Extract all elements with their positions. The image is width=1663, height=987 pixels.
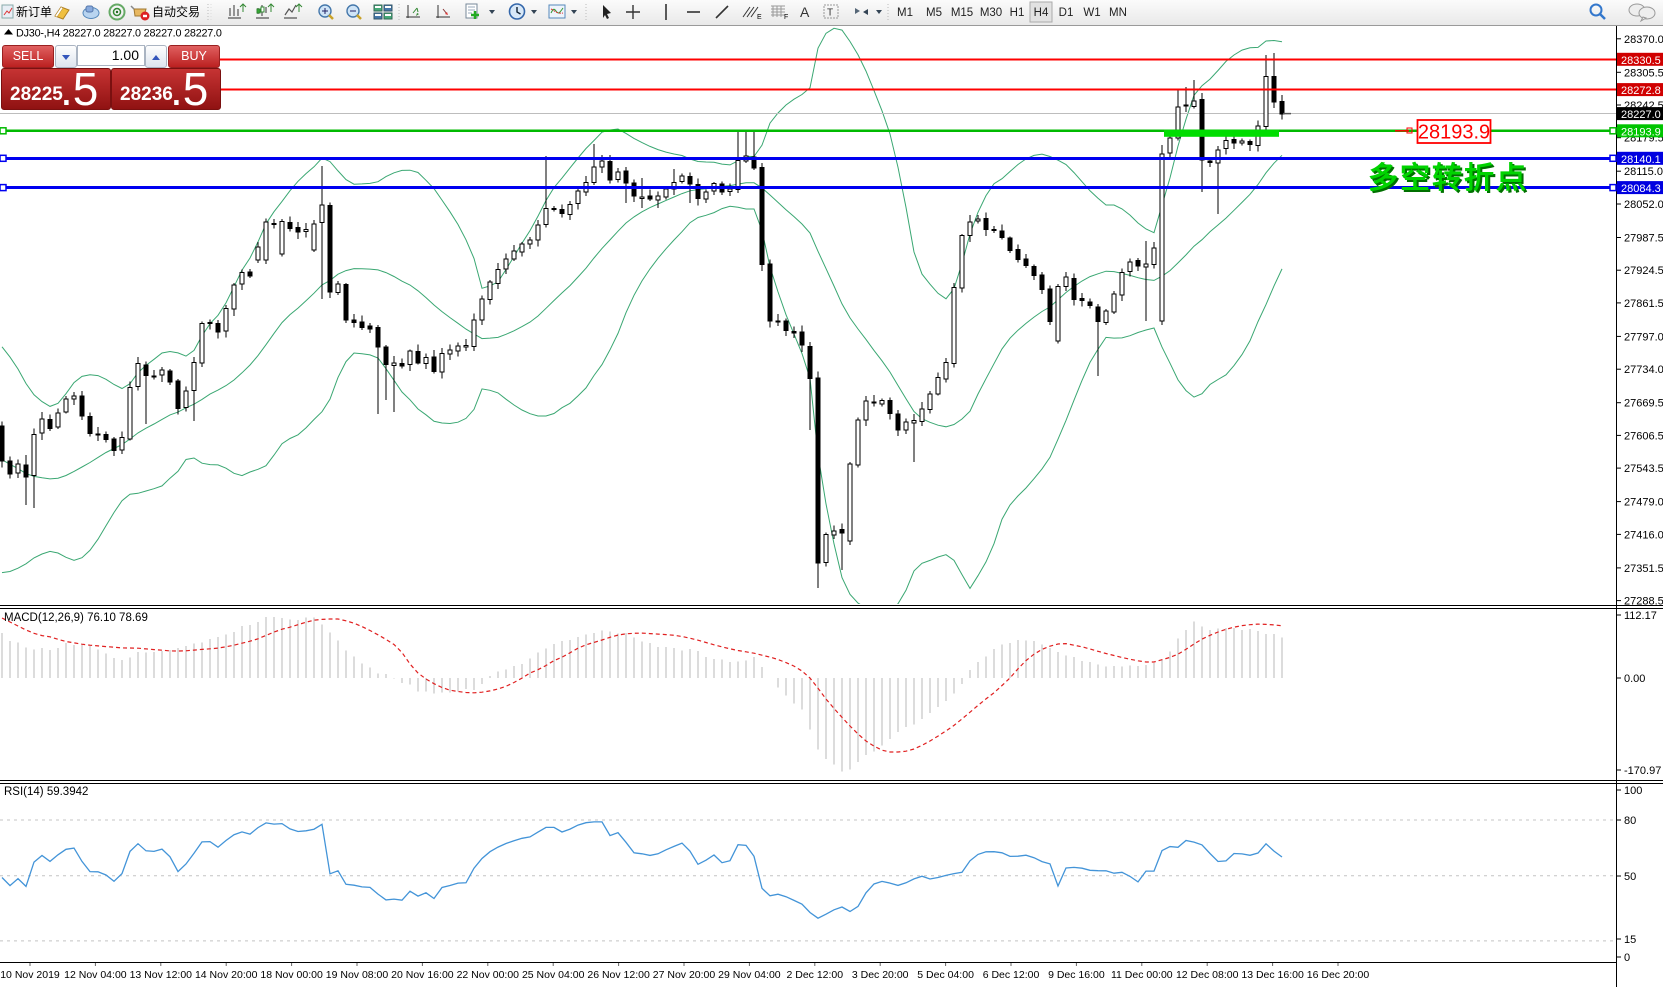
svg-text:RSI(14) 59.3942: RSI(14) 59.3942: [4, 786, 88, 798]
svg-text:2 Dec 12:00: 2 Dec 12:00: [786, 969, 843, 981]
svg-text:28115.0: 28115.0: [1624, 166, 1663, 178]
svg-text:112.17: 112.17: [1624, 610, 1657, 622]
svg-text:22 Nov 00:00: 22 Nov 00:00: [457, 969, 520, 981]
svg-text:11 Dec 00:00: 11 Dec 00:00: [1111, 969, 1173, 981]
svg-text:多空转折点: 多空转折点: [1368, 162, 1528, 195]
svg-text:27606.5: 27606.5: [1624, 430, 1663, 442]
svg-text:28305.5: 28305.5: [1624, 67, 1663, 79]
svg-text:M5: M5: [926, 7, 942, 19]
svg-text:15: 15: [1624, 934, 1636, 946]
svg-text:MACD(12,26,9) 76.10 78.69: MACD(12,26,9) 76.10 78.69: [4, 612, 148, 624]
svg-text:3 Dec 20:00: 3 Dec 20:00: [852, 969, 909, 981]
svg-text:12 Nov 04:00: 12 Nov 04:00: [64, 969, 127, 981]
svg-text:29 Nov 04:00: 29 Nov 04:00: [718, 969, 781, 981]
svg-text:28193.9: 28193.9: [1621, 126, 1661, 138]
svg-text:H1: H1: [1010, 7, 1025, 19]
svg-text:28052.0: 28052.0: [1624, 199, 1663, 211]
svg-text:28370.0: 28370.0: [1624, 34, 1663, 46]
svg-text:27543.5: 27543.5: [1624, 463, 1663, 475]
svg-text:28272.8: 28272.8: [1621, 85, 1661, 97]
svg-text:T: T: [827, 8, 833, 19]
svg-text:H4: H4: [1034, 7, 1049, 19]
svg-text:27797.0: 27797.0: [1624, 331, 1663, 343]
svg-text:A: A: [800, 4, 810, 20]
svg-text:27351.5: 27351.5: [1624, 563, 1663, 575]
svg-text:27987.5: 27987.5: [1624, 233, 1663, 245]
svg-text:新订单: 新订单: [16, 4, 52, 19]
svg-text:100: 100: [1624, 785, 1642, 797]
svg-text:M1: M1: [897, 7, 913, 19]
svg-text:D1: D1: [1059, 7, 1074, 19]
svg-text:19 Nov 08:00: 19 Nov 08:00: [326, 969, 389, 981]
svg-text:28227.0: 28227.0: [1621, 109, 1661, 121]
svg-text:10 Nov 2019: 10 Nov 2019: [0, 969, 60, 981]
svg-text:12 Dec 08:00: 12 Dec 08:00: [1176, 969, 1239, 981]
svg-text:14 Nov 20:00: 14 Nov 20:00: [195, 969, 258, 981]
svg-text:M15: M15: [951, 7, 973, 19]
svg-text:25 Nov 04:00: 25 Nov 04:00: [522, 969, 585, 981]
svg-text:28084.3: 28084.3: [1621, 183, 1661, 195]
svg-text:18 Nov 00:00: 18 Nov 00:00: [260, 969, 323, 981]
svg-text:自动交易: 自动交易: [152, 4, 200, 19]
svg-text:F: F: [784, 14, 788, 21]
svg-text:27924.5: 27924.5: [1624, 265, 1663, 277]
svg-text:27479.0: 27479.0: [1624, 497, 1663, 509]
svg-text:27669.5: 27669.5: [1624, 398, 1663, 410]
svg-text:27734.0: 27734.0: [1624, 364, 1663, 376]
svg-text:W1: W1: [1083, 7, 1100, 19]
svg-text:0.00: 0.00: [1624, 673, 1645, 685]
svg-text:E: E: [757, 14, 762, 21]
svg-text:20 Nov 16:00: 20 Nov 16:00: [391, 969, 454, 981]
svg-text:26 Nov 12:00: 26 Nov 12:00: [587, 969, 650, 981]
svg-text:28330.5: 28330.5: [1621, 55, 1661, 67]
svg-text:50: 50: [1624, 871, 1636, 883]
svg-text:27 Nov 20:00: 27 Nov 20:00: [653, 969, 716, 981]
svg-text:DJ30-,H4 28227.0 28227.0 2822: DJ30-,H4 28227.0 28227.0 28227.0 28227.0: [16, 28, 222, 40]
svg-text:13 Dec 16:00: 13 Dec 16:00: [1241, 969, 1304, 981]
svg-text:28193.9: 28193.9: [1418, 122, 1490, 144]
svg-text:5 Dec 04:00: 5 Dec 04:00: [917, 969, 974, 981]
svg-text:MN: MN: [1109, 7, 1127, 19]
svg-text:27288.5: 27288.5: [1624, 596, 1663, 608]
svg-text:27861.5: 27861.5: [1624, 298, 1663, 310]
svg-text:6 Dec 12:00: 6 Dec 12:00: [983, 969, 1040, 981]
svg-text:0: 0: [1624, 952, 1630, 964]
svg-text:28140.1: 28140.1: [1621, 154, 1661, 166]
svg-text:-170.97: -170.97: [1624, 765, 1661, 777]
svg-text:M30: M30: [980, 7, 1002, 19]
svg-text:80: 80: [1624, 815, 1636, 827]
svg-text:27416.0: 27416.0: [1624, 529, 1663, 541]
svg-text:9 Dec 16:00: 9 Dec 16:00: [1048, 969, 1105, 981]
svg-text:13 Nov 12:00: 13 Nov 12:00: [130, 969, 193, 981]
svg-text:16 Dec 20:00: 16 Dec 20:00: [1307, 969, 1370, 981]
